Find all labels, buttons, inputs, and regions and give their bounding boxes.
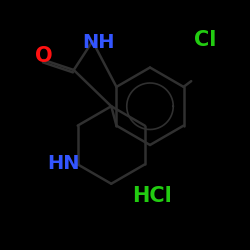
- Text: HN: HN: [48, 154, 80, 173]
- Text: HCl: HCl: [132, 186, 172, 206]
- Text: NH: NH: [82, 33, 115, 52]
- Text: O: O: [35, 46, 52, 66]
- Text: Cl: Cl: [194, 30, 216, 50]
